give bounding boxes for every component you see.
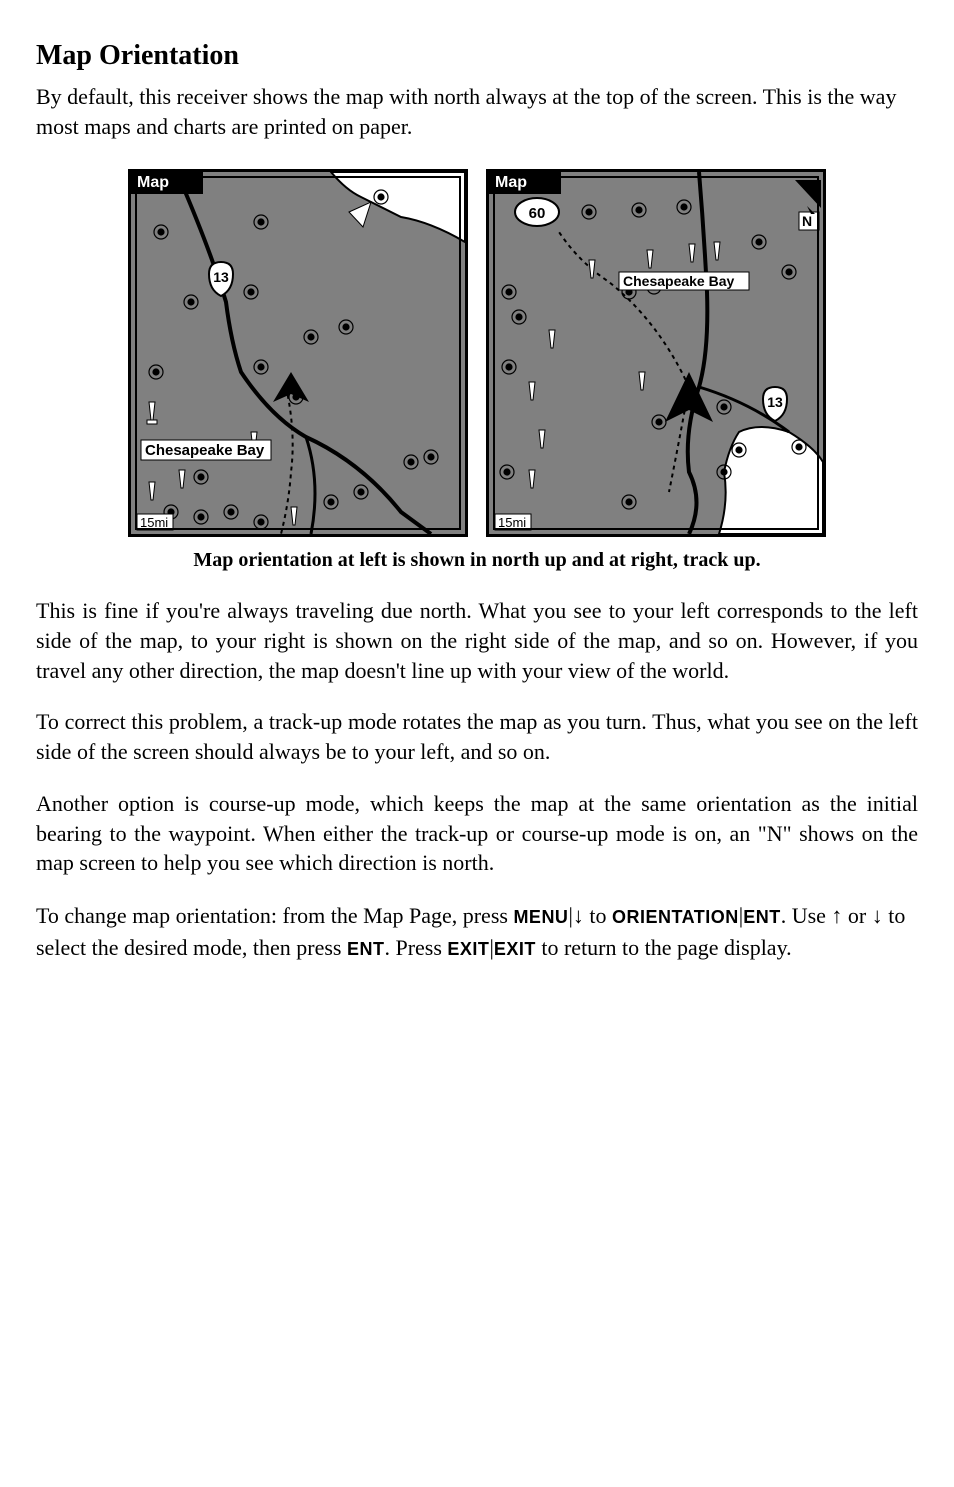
body-paragraph-2: To correct this problem, a track-up mode… [36,707,918,766]
instr-text: |↓ to [568,903,612,928]
key-menu: MENU [513,907,568,927]
place-label: Chesapeake Bay [141,440,271,460]
svg-text:60: 60 [529,205,546,222]
svg-text:15mi: 15mi [498,515,526,530]
svg-text:13: 13 [213,269,229,285]
instructions-paragraph: To change map orientation: from the Map … [36,900,918,964]
svg-text:N: N [802,213,812,229]
map-canvas-right: N 60 13 [489,172,823,534]
section-heading: Map Orientation [36,40,918,72]
figure-north-up: Map 13 [128,169,468,537]
key-ent: ENT [347,939,385,959]
place-label: Chesapeake Bay [619,272,749,290]
key-exit: EXIT [447,939,489,959]
instr-text: to return to the page display. [536,935,792,960]
speed-indicator: 60 [515,198,559,226]
body-paragraph-3: Another option is course-up mode, which … [36,789,918,878]
scale-label: 15mi [137,514,173,530]
figure-row: Map 13 [36,169,918,537]
svg-text:13: 13 [767,394,783,410]
key-exit: EXIT [494,939,536,959]
figure-track-up: Map N 60 [486,169,826,537]
scale-label: 15mi [495,514,531,530]
svg-text:15mi: 15mi [140,515,168,530]
svg-text:Chesapeake Bay: Chesapeake Bay [623,273,735,289]
key-ent: ENT [743,907,781,927]
figure-caption: Map orientation at left is shown in nort… [36,549,918,572]
map-canvas-left: 13 [131,172,465,534]
svg-text:Chesapeake Bay: Chesapeake Bay [145,442,265,459]
instr-text: . Press [384,935,447,960]
map-titlebar: Map [489,172,561,194]
map-titlebar: Map [131,172,203,194]
intro-paragraph: By default, this receiver shows the map … [36,82,918,141]
body-paragraph-1: This is fine if you're always traveling … [36,596,918,685]
key-orientation: ORIENTATION [612,907,739,927]
instr-text: To change map orientation: from the Map … [36,903,513,928]
